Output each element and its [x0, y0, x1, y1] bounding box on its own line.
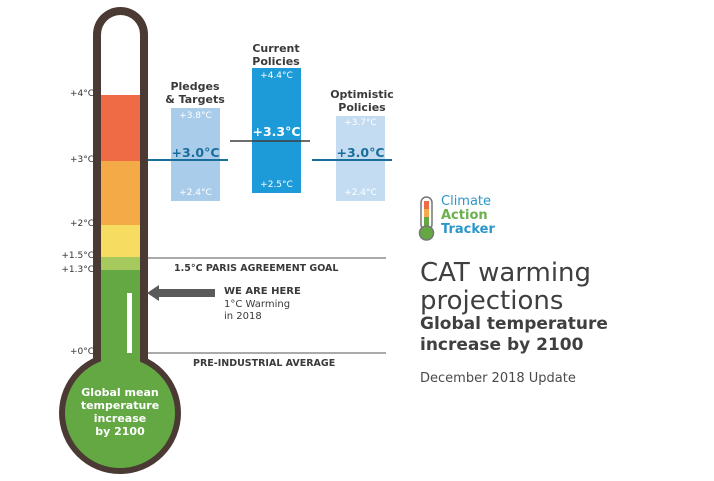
subtitle-line: increase by 2100 — [420, 335, 584, 355]
bulb-line: temperature — [80, 399, 160, 412]
logo-icon-red — [424, 201, 429, 209]
optimistic-low: +2.4°C — [344, 188, 377, 198]
bulb-label: Global mean temperature increase by 2100 — [70, 386, 170, 438]
subtitle-line: Global temperature — [420, 314, 608, 334]
tick-label-3: +3°C — [69, 155, 94, 165]
warming-note: 1°C Warming in 2018 — [224, 299, 290, 323]
pledges-title: Pledges & Targets — [155, 80, 235, 106]
band-orange — [101, 161, 140, 225]
optimistic-high: +3.7°C — [344, 118, 377, 128]
bulb-neck — [101, 340, 140, 390]
current-high: +4.4°C — [260, 71, 293, 81]
pre-industrial-label: PRE-INDUSTRIAL AVERAGE — [193, 358, 336, 369]
paris-goal-label: 1.5°C PARIS AGREEMENT GOAL — [174, 263, 339, 274]
pledges-range-box — [171, 108, 220, 201]
current-range-box — [252, 68, 301, 193]
tick-label-0: +0°C — [69, 347, 94, 357]
optimistic-median: +3.0°C — [336, 145, 385, 160]
logo-word-climate: Climate — [441, 194, 492, 209]
page-title: CAT warming projections — [420, 259, 591, 315]
pledges-low: +2.4°C — [179, 188, 212, 198]
band-red — [101, 95, 140, 161]
page-subtitle: Global temperature increase by 2100 — [420, 314, 608, 356]
band-yellow — [101, 225, 140, 257]
warming-note-line: in 2018 — [224, 311, 262, 322]
pledges-median: +3.0°C — [171, 145, 220, 160]
warming-note-line: 1°C Warming — [224, 299, 291, 310]
logo-word-tracker: Tracker — [441, 222, 495, 237]
logo-icon-orange — [424, 209, 429, 217]
optimistic-title-line: Optimistic — [330, 88, 394, 101]
bulb-line: by 2100 — [95, 425, 145, 438]
optimistic-title: Optimistic Policies — [320, 88, 404, 114]
band-lightgreen — [101, 257, 140, 270]
title-line: CAT warming — [420, 258, 592, 288]
current-low: +2.5°C — [260, 180, 293, 190]
tick-label-4: +4°C — [69, 89, 94, 99]
tick-label-1-3: +1.3°C — [61, 265, 94, 275]
bulb-line: increase — [93, 412, 147, 425]
optimistic-title-line: Policies — [338, 101, 386, 114]
current-title: Current Policies — [236, 42, 316, 68]
pledges-high: +3.8°C — [179, 111, 212, 121]
bulb-line: Global mean — [81, 386, 159, 399]
update-date: December 2018 Update — [420, 371, 576, 386]
current-title-line: Current — [252, 42, 300, 55]
pledges-title-line: & Targets — [165, 93, 225, 106]
thermometer-bulb — [65, 358, 175, 468]
logo-icon-bulb — [418, 225, 435, 241]
pledges-title-line: Pledges — [170, 80, 220, 93]
tick-label-2: +2°C — [69, 219, 94, 229]
we-are-here-label: WE ARE HERE — [224, 286, 301, 297]
we-are-here-arrow — [147, 285, 215, 301]
current-title-line: Policies — [252, 55, 300, 68]
tick-label-1-5: +1.5°C — [61, 251, 94, 261]
logo-word-action: Action — [441, 208, 488, 223]
optimistic-range-box — [336, 116, 385, 201]
current-median: +3.3°C — [252, 124, 301, 139]
logo-icon-green — [424, 217, 429, 229]
climate-action-tracker-logo: Climate Action Tracker — [441, 195, 495, 237]
current-warming-bar — [127, 293, 132, 353]
title-line: projections — [420, 286, 564, 316]
